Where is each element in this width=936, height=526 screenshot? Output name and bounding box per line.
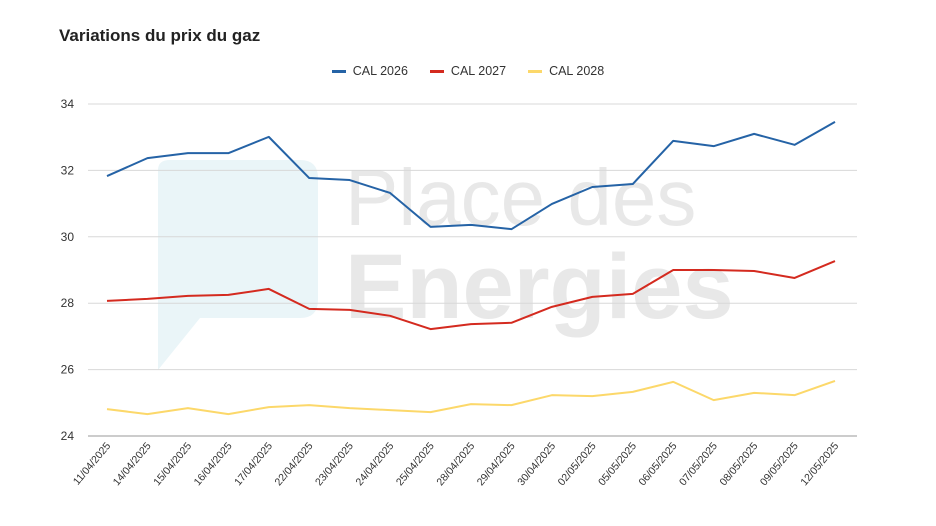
y-tick-label: 24 [61, 429, 75, 443]
x-tick-label: 28/04/2025 [434, 440, 477, 488]
y-tick-label: 30 [61, 230, 75, 244]
legend-item[interactable]: CAL 2028 [528, 64, 604, 78]
x-tick-label: 24/04/2025 [353, 440, 396, 488]
x-tick-label: 16/04/2025 [192, 440, 235, 488]
x-tick-label: 08/05/2025 [717, 440, 760, 488]
x-tick-label: 05/05/2025 [596, 440, 639, 488]
x-tick-label: 12/05/2025 [798, 440, 841, 488]
chart-title: Variations du prix du gaz [59, 26, 261, 45]
watermark-logo: Place des Energies [158, 153, 734, 370]
legend-label: CAL 2026 [352, 64, 408, 78]
x-tick-label: 30/04/2025 [515, 440, 558, 488]
legend-item[interactable]: CAL 2027 [429, 64, 507, 78]
watermark-line2: Energies [345, 236, 734, 338]
x-tick-label: 29/04/2025 [475, 440, 518, 488]
y-tick-label: 26 [61, 363, 75, 377]
legend-swatch [429, 69, 444, 73]
legend: CAL 2026 CAL 2027 CAL 2028 [0, 64, 936, 78]
legend-label: CAL 2028 [549, 64, 605, 78]
x-tick-label: 25/04/2025 [394, 440, 437, 488]
legend-label: CAL 2027 [450, 64, 507, 78]
x-tick-label: 15/04/2025 [151, 440, 194, 488]
x-tick-label: 23/04/2025 [313, 440, 356, 488]
x-tick-label: 06/05/2025 [637, 440, 680, 488]
x-tick-label: 17/04/2025 [232, 440, 275, 488]
x-tick-label: 14/04/2025 [111, 440, 154, 488]
x-tick-label: 09/05/2025 [758, 440, 801, 488]
x-tick-label: 07/05/2025 [677, 440, 720, 488]
x-tick-label: 02/05/2025 [556, 440, 599, 488]
watermark-line1: Place des [345, 153, 696, 242]
legend-swatch [331, 69, 346, 73]
y-tick-label: 34 [61, 97, 75, 111]
y-tick-label: 28 [61, 296, 75, 310]
series-line-cal-2028 [106, 379, 836, 416]
legend-item[interactable]: CAL 2026 [331, 64, 408, 78]
legend-swatch [528, 69, 543, 73]
x-tick-label: 11/04/2025 [71, 440, 114, 487]
x-tick-label: 22/04/2025 [273, 440, 316, 488]
y-tick-label: 32 [61, 163, 75, 177]
